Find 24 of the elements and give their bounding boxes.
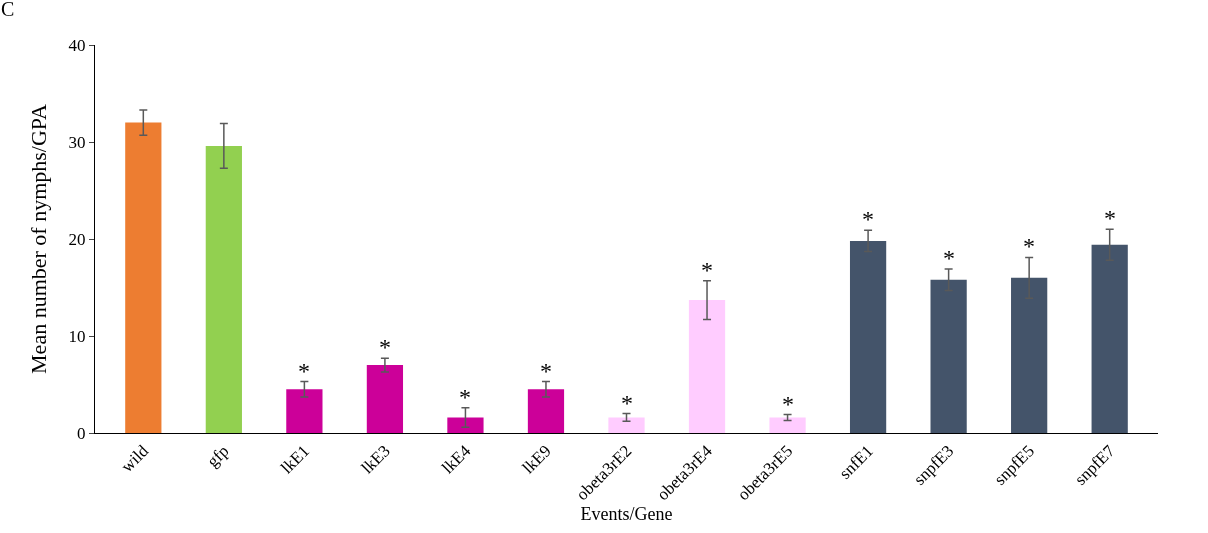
annotation: * bbox=[540, 358, 552, 384]
annotation: * bbox=[943, 245, 955, 271]
y-tick-label: 30 bbox=[68, 132, 86, 152]
annotation: * bbox=[379, 334, 391, 360]
annotation: * bbox=[298, 358, 310, 384]
x-tick-label: wild bbox=[117, 440, 153, 477]
annotation: * bbox=[459, 384, 471, 410]
annotation: * bbox=[782, 391, 794, 417]
x-tick-label: lkE9 bbox=[518, 441, 555, 478]
annotation: * bbox=[862, 206, 874, 232]
x-tick-label: lkE1 bbox=[277, 441, 314, 478]
y-tick-label: 10 bbox=[68, 326, 86, 346]
text: C bbox=[1, 0, 15, 20]
x-tick-label: lkE3 bbox=[357, 441, 394, 478]
y-axis-title: Mean number of nymphs/GPA bbox=[26, 103, 52, 374]
annotation: * bbox=[1104, 205, 1116, 231]
x-tick-label: gfp bbox=[203, 441, 233, 471]
y-tick-label: 0 bbox=[77, 423, 86, 443]
y-tick-label: 20 bbox=[68, 229, 86, 249]
x-axis-title: Events/Gene bbox=[580, 504, 673, 525]
annotation: * bbox=[1023, 233, 1035, 259]
annotation: * bbox=[621, 390, 633, 416]
y-tick-label: 40 bbox=[68, 35, 86, 55]
annotation: * bbox=[701, 257, 713, 283]
